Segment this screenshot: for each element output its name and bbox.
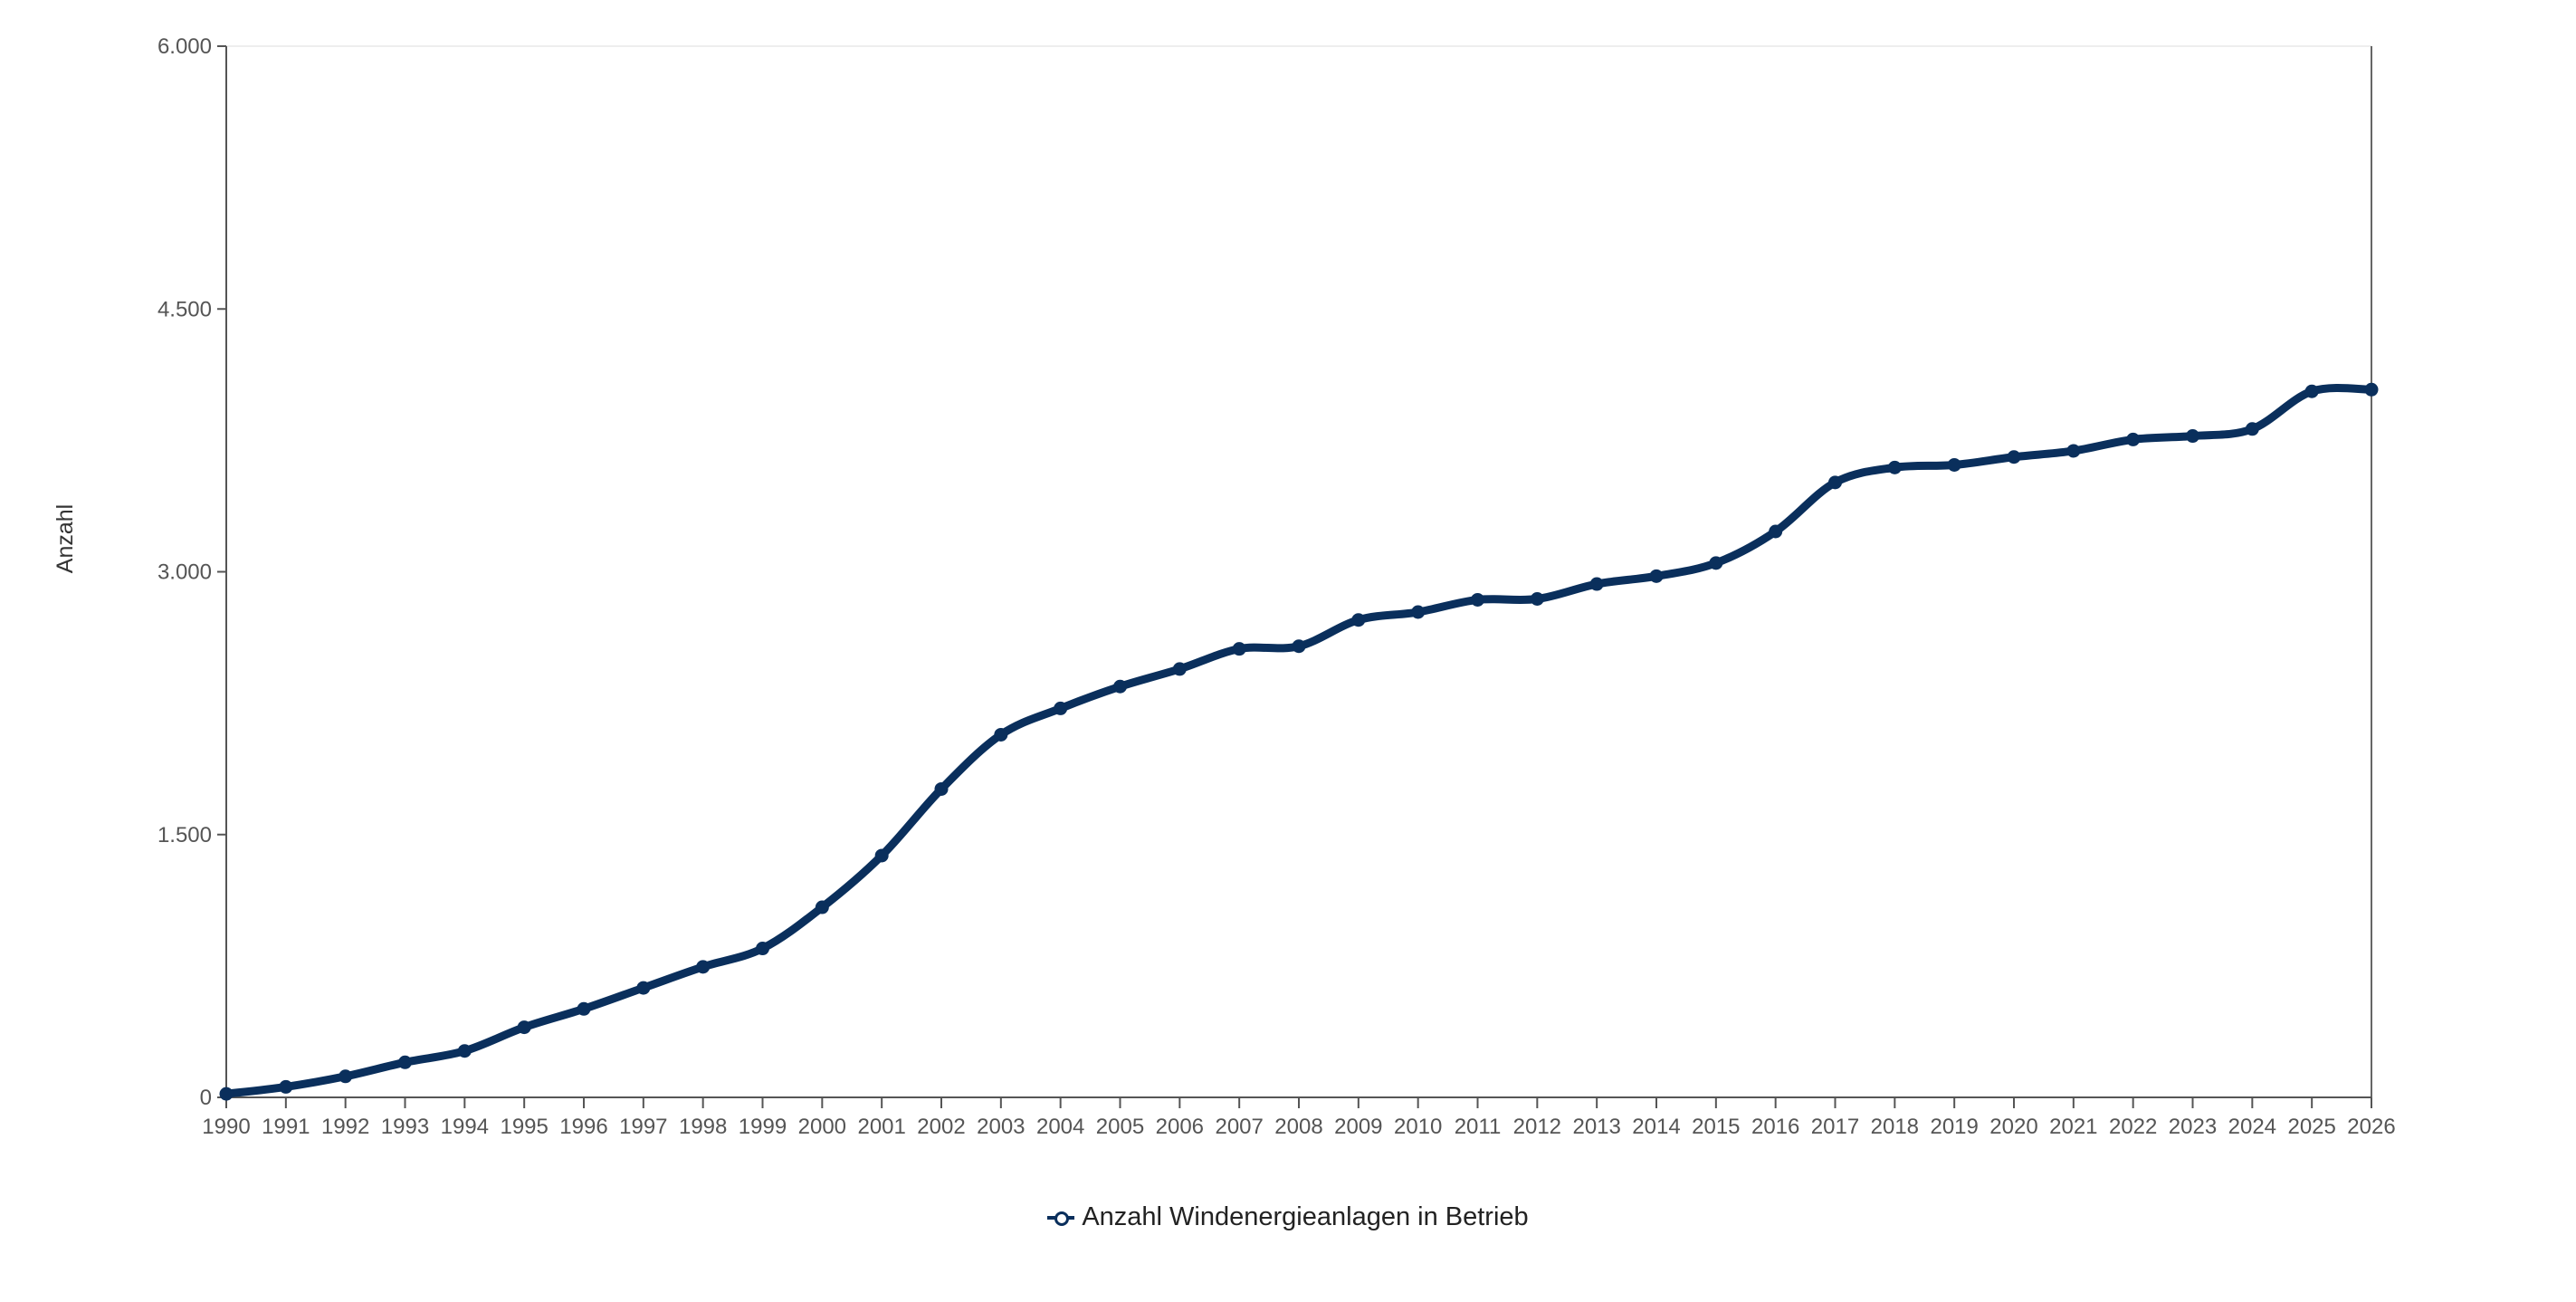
y-tick-label: 6.000 bbox=[157, 34, 212, 59]
data-point[interactable] bbox=[874, 848, 889, 863]
data-point[interactable] bbox=[457, 1044, 472, 1058]
y-tick-label: 0 bbox=[200, 1086, 212, 1110]
x-tick-label: 2009 bbox=[1334, 1115, 1382, 1139]
data-point[interactable] bbox=[994, 727, 1008, 742]
x-tick-label: 2004 bbox=[1036, 1115, 1084, 1139]
x-tick-label: 2006 bbox=[1156, 1115, 1204, 1139]
x-tick-label: 1998 bbox=[679, 1115, 727, 1139]
x-tick-label: 2021 bbox=[2049, 1115, 2097, 1139]
data-point[interactable] bbox=[815, 900, 829, 914]
x-tick-label: 2020 bbox=[1989, 1115, 2037, 1139]
y-axis-ticks: 0 1.500 3.000 4.500 6.000 bbox=[157, 34, 226, 1110]
x-tick-label: 2000 bbox=[798, 1115, 846, 1139]
data-point[interactable] bbox=[398, 1055, 412, 1069]
data-point[interactable] bbox=[2245, 422, 2259, 436]
data-point[interactable] bbox=[1471, 592, 1484, 607]
data-point[interactable] bbox=[219, 1087, 234, 1101]
legend[interactable]: Anzahl Windenergieanlagen in Betrieb bbox=[0, 1202, 2576, 1232]
x-tick-label: 2019 bbox=[1930, 1115, 1978, 1139]
data-point[interactable] bbox=[1828, 475, 1842, 490]
legend-label: Anzahl Windenergieanlagen in Betrieb bbox=[1082, 1202, 1529, 1231]
data-point[interactable] bbox=[2066, 444, 2081, 458]
x-tick-label: 1996 bbox=[559, 1115, 607, 1139]
data-point[interactable] bbox=[2304, 384, 2319, 398]
x-tick-label: 1999 bbox=[739, 1115, 787, 1139]
y-tick-label: 3.000 bbox=[157, 560, 212, 585]
x-tick-label: 1992 bbox=[321, 1115, 369, 1139]
x-tick-label: 2003 bbox=[977, 1115, 1025, 1139]
data-point[interactable] bbox=[696, 960, 711, 974]
data-point[interactable] bbox=[636, 981, 651, 995]
x-tick-label: 2011 bbox=[1455, 1115, 1502, 1139]
x-tick-label: 2018 bbox=[1871, 1115, 1919, 1139]
data-point[interactable] bbox=[1769, 524, 1783, 539]
data-point[interactable] bbox=[934, 781, 949, 796]
data-point[interactable] bbox=[1649, 569, 1664, 583]
data-point[interactable] bbox=[1351, 613, 1366, 627]
x-tick-label: 2013 bbox=[1572, 1115, 1620, 1139]
y-tick-label: 1.500 bbox=[157, 823, 212, 847]
data-point[interactable] bbox=[1113, 679, 1127, 694]
data-point[interactable] bbox=[1172, 662, 1187, 676]
x-tick-label: 2023 bbox=[2169, 1115, 2217, 1139]
data-point[interactable] bbox=[756, 942, 769, 956]
x-tick-label: 2017 bbox=[1811, 1115, 1859, 1139]
data-point[interactable] bbox=[1054, 701, 1068, 715]
plot-area bbox=[225, 45, 2372, 1098]
data-point[interactable] bbox=[1709, 556, 1723, 570]
data-point[interactable] bbox=[1232, 642, 1246, 656]
x-tick-label: 2010 bbox=[1394, 1115, 1442, 1139]
data-point[interactable] bbox=[1589, 577, 1604, 591]
data-point[interactable] bbox=[1530, 591, 1544, 606]
x-tick-label: 2008 bbox=[1274, 1115, 1322, 1139]
x-tick-label: 1995 bbox=[500, 1115, 548, 1139]
data-point[interactable] bbox=[1411, 605, 1426, 619]
data-point[interactable] bbox=[517, 1020, 531, 1035]
x-axis-ticks: 1990 1991 1992 1993 1994 1995 1996 1997 1998 1999… bbox=[202, 1097, 2396, 1139]
x-tick-label: 2022 bbox=[2109, 1115, 2157, 1139]
series-line bbox=[222, 384, 2376, 1098]
x-tick-label: 2024 bbox=[2228, 1115, 2276, 1139]
x-tick-label: 2015 bbox=[1692, 1115, 1740, 1139]
y-tick-label: 4.500 bbox=[157, 297, 212, 321]
x-tick-label: 1994 bbox=[441, 1115, 489, 1139]
x-tick-label: 2005 bbox=[1096, 1115, 1144, 1139]
legend-line-marker-icon bbox=[1047, 1211, 1075, 1226]
x-tick-label: 1991 bbox=[262, 1115, 310, 1139]
x-tick-label: 2001 bbox=[857, 1115, 905, 1139]
x-tick-label: 2012 bbox=[1513, 1115, 1561, 1139]
x-tick-label: 2026 bbox=[2347, 1115, 2395, 1139]
data-point[interactable] bbox=[1947, 457, 1961, 472]
data-point[interactable] bbox=[2186, 429, 2199, 444]
x-tick-label: 1993 bbox=[381, 1115, 429, 1139]
y-axis-title: Anzahl bbox=[52, 504, 78, 573]
x-tick-label: 1990 bbox=[202, 1115, 250, 1139]
x-tick-label: 2025 bbox=[2287, 1115, 2335, 1139]
data-point[interactable] bbox=[2126, 432, 2141, 446]
x-tick-label: 2007 bbox=[1215, 1115, 1263, 1139]
data-point[interactable] bbox=[1887, 460, 1902, 474]
x-tick-label: 2016 bbox=[1751, 1115, 1799, 1139]
data-point[interactable] bbox=[2364, 382, 2379, 397]
data-point[interactable] bbox=[1292, 639, 1306, 654]
data-point[interactable] bbox=[339, 1069, 353, 1084]
data-point[interactable] bbox=[2007, 450, 2021, 464]
series-group bbox=[219, 382, 2379, 1101]
data-point[interactable] bbox=[577, 1001, 591, 1016]
x-tick-label: 1997 bbox=[619, 1115, 667, 1139]
x-tick-label: 2002 bbox=[917, 1115, 965, 1139]
x-tick-label: 2014 bbox=[1632, 1115, 1680, 1139]
data-point[interactable] bbox=[279, 1079, 293, 1094]
